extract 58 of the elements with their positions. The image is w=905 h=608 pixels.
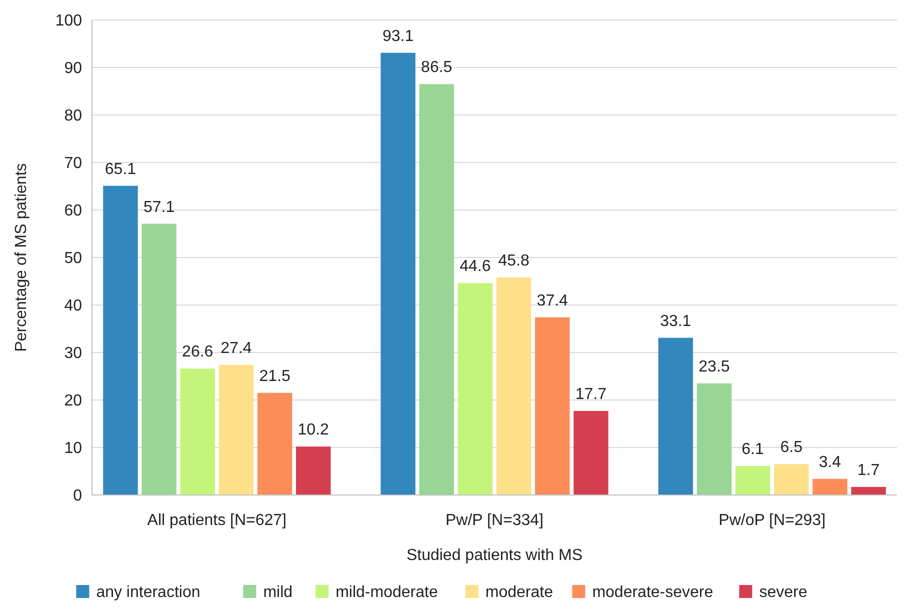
y-tick-label: 10 bbox=[64, 440, 82, 458]
bar bbox=[658, 338, 693, 495]
data-label: 44.6 bbox=[460, 258, 491, 276]
data-label: 27.4 bbox=[220, 340, 252, 357]
bar bbox=[380, 52, 416, 495]
data-label: 6.5 bbox=[780, 439, 803, 456]
y-tick-label: 40 bbox=[64, 298, 82, 315]
bar bbox=[812, 478, 848, 495]
data-label: 26.6 bbox=[182, 344, 214, 361]
x-axis-title: Studied patients with MS bbox=[406, 547, 583, 564]
y-tick-label: 20 bbox=[64, 392, 82, 410]
x-tick-label: Pw/oP [N=293] bbox=[718, 512, 826, 529]
bar bbox=[103, 186, 138, 495]
bar bbox=[218, 364, 254, 495]
bar bbox=[496, 277, 532, 495]
legend-label: mild-moderate bbox=[336, 584, 438, 601]
data-label: 10.2 bbox=[298, 422, 330, 439]
bar bbox=[180, 368, 215, 495]
y-tick-label: 100 bbox=[55, 12, 82, 30]
data-label: 1.7 bbox=[857, 462, 880, 479]
data-label: 21.5 bbox=[259, 368, 290, 385]
data-label: 23.5 bbox=[698, 358, 730, 376]
legend-label: moderate-severe bbox=[592, 584, 714, 601]
y-tick-label: 90 bbox=[64, 60, 82, 78]
bar bbox=[257, 392, 292, 495]
bar bbox=[735, 466, 770, 495]
legend-label: mild bbox=[263, 584, 293, 601]
bar bbox=[774, 464, 809, 495]
y-axis-title: Percentage of MS patients bbox=[13, 163, 30, 352]
bar bbox=[574, 410, 608, 495]
bar bbox=[458, 283, 493, 495]
y-tick-label: 60 bbox=[64, 202, 82, 220]
data-label: 86.5 bbox=[421, 59, 452, 76]
bar bbox=[419, 84, 454, 495]
data-label: 6.1 bbox=[742, 441, 764, 458]
y-tick-label: 80 bbox=[64, 108, 82, 125]
y-tick-label: 50 bbox=[64, 250, 82, 268]
legend-label: severe bbox=[759, 584, 808, 601]
bar bbox=[142, 224, 176, 495]
data-label: 45.8 bbox=[498, 252, 530, 270]
legend-label: moderate bbox=[485, 584, 554, 601]
data-label: 37.4 bbox=[536, 292, 568, 310]
y-tick-label: 0 bbox=[73, 488, 82, 505]
legend-label: any interaction bbox=[96, 584, 200, 601]
data-label: 93.1 bbox=[382, 28, 414, 45]
data-label: 65.1 bbox=[104, 160, 136, 178]
data-label: 33.1 bbox=[660, 312, 692, 330]
data-label: 17.7 bbox=[575, 386, 607, 403]
x-tick-label: Pw/P [N=334] bbox=[446, 512, 544, 529]
data-label: 57.1 bbox=[143, 198, 175, 216]
bar bbox=[296, 446, 331, 495]
x-tick-label: All patients [N=627] bbox=[147, 512, 287, 529]
bar bbox=[851, 486, 886, 495]
bar bbox=[535, 317, 570, 495]
y-tick-label: 30 bbox=[64, 345, 82, 362]
y-tick-label: 70 bbox=[64, 155, 82, 172]
data-label: 3.4 bbox=[818, 454, 842, 471]
bar bbox=[696, 383, 732, 495]
